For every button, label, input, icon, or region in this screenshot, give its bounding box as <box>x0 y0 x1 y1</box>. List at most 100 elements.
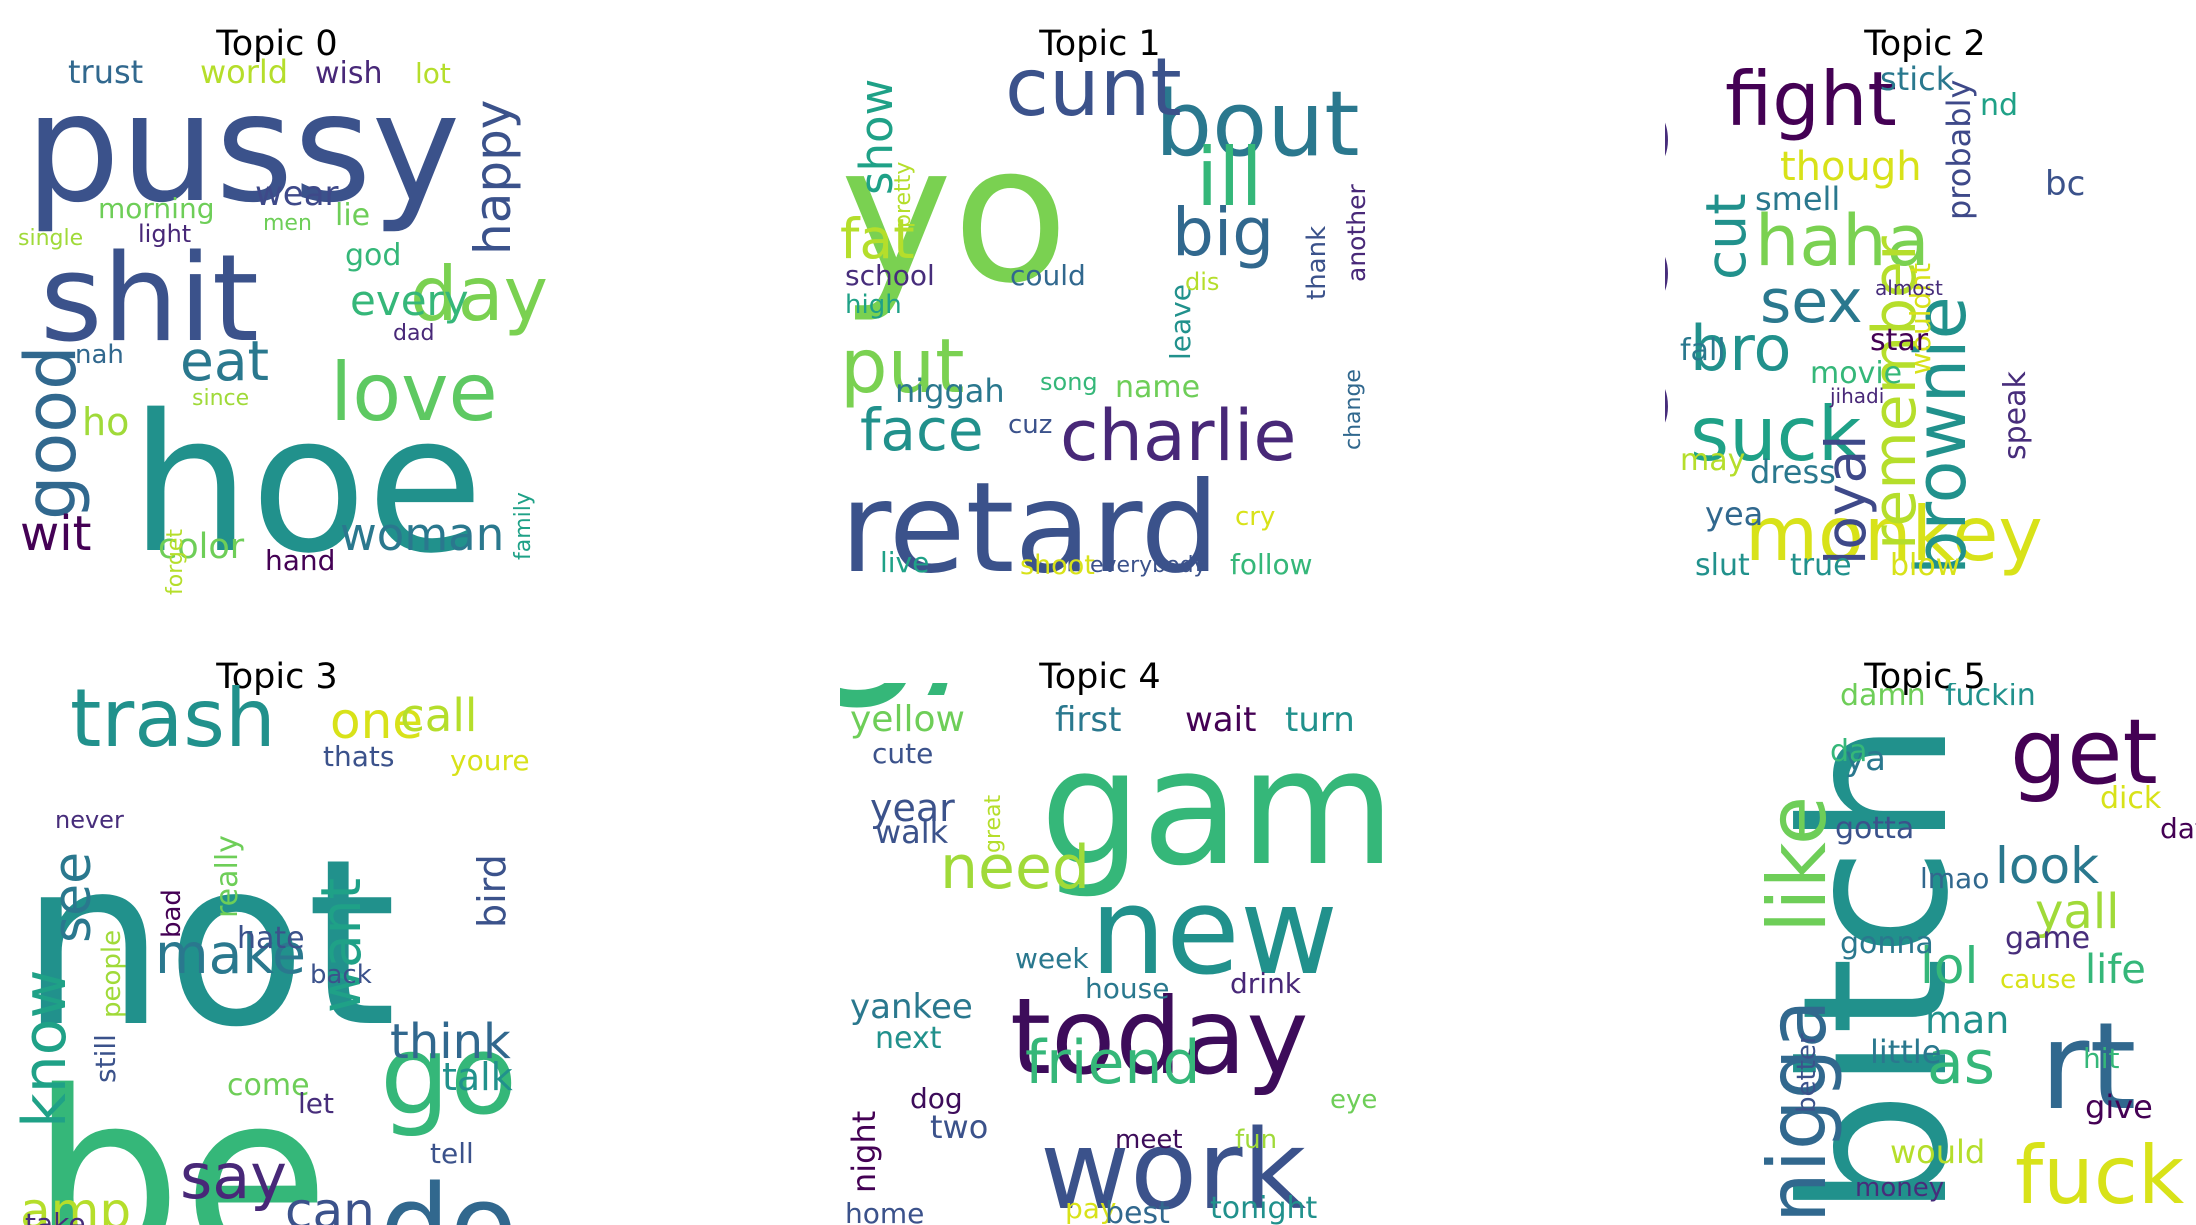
word-men: men <box>263 211 312 236</box>
word-can: can <box>285 1182 375 1225</box>
wordcloud-words: yo playretardboutcuntillputcharliebigface… <box>840 41 1371 601</box>
word-night: night <box>845 1111 883 1193</box>
word-probably: probably <box>1940 80 1978 220</box>
word-god: god <box>345 238 401 273</box>
word-nd: nd <box>1980 88 2018 123</box>
word-school: school <box>845 259 935 292</box>
word-damn: damn <box>1840 678 1926 713</box>
word-leave: leave <box>1164 284 1197 360</box>
word-high: high <box>845 290 902 320</box>
word-cuz: cuz <box>1008 410 1052 440</box>
word-cunt: cunt <box>1005 41 1182 134</box>
word-hand: hand <box>265 544 335 577</box>
word-shoot: shoot <box>1020 550 1095 581</box>
word-name: name <box>1115 370 1200 405</box>
word-people: people <box>97 930 127 1018</box>
word-show: show <box>850 79 903 195</box>
word-best: best <box>1105 1196 1170 1225</box>
word-jihadi: jihadi <box>1829 384 1884 408</box>
word-every: every <box>350 276 469 325</box>
word-world: world <box>200 53 288 91</box>
word-cry: cry <box>1235 502 1275 532</box>
word-eye: eye <box>1330 1085 1377 1115</box>
word-bitch: bitch <box>1760 720 1993 1218</box>
word-wear: wear <box>255 174 339 214</box>
word-happy: happy <box>464 100 522 255</box>
word-dog: dog <box>910 1082 963 1115</box>
word-one: one <box>330 692 423 750</box>
word-ya: ya <box>1845 739 1886 779</box>
word-game: game <box>1040 714 1494 901</box>
word-live: live <box>880 546 929 579</box>
word-good: good <box>10 345 92 520</box>
word-pay: pay <box>1065 1192 1117 1225</box>
word-bro: bro <box>1690 312 1791 385</box>
word-may: may <box>1680 443 1745 478</box>
word-year: year <box>870 786 955 830</box>
word-look: look <box>1995 837 2099 895</box>
word-dress: dress <box>1750 453 1836 491</box>
word-cut: cut <box>1694 193 1758 280</box>
word-think: think <box>390 1014 511 1070</box>
word-wouldnt: wouldnt <box>1904 263 1937 375</box>
word-sex: sex <box>1760 267 1863 337</box>
word-see: see <box>43 852 103 943</box>
word-wish: wish <box>315 56 383 91</box>
word-take: take <box>25 1207 86 1225</box>
word-turn: turn <box>1285 700 1355 740</box>
word-come: come <box>227 1068 310 1103</box>
word-lol: lol <box>1920 937 1978 995</box>
wordcloud-words: dude fight monkey suck haha brownierememberlo… <box>1665 50 2085 583</box>
wordcloud-panel-1: Topic 1yo playretardboutcuntillputcharlie… <box>840 24 1371 601</box>
word-friend: friend <box>1025 1028 1201 1098</box>
word-amp: amp <box>20 1182 131 1225</box>
word-trash: trash <box>70 672 276 765</box>
word-shit: shit <box>40 230 259 369</box>
word-home: home <box>845 1197 924 1225</box>
word-woman: woman <box>340 508 504 561</box>
panel-title: Topic 3 <box>215 657 337 697</box>
word-lot: lot <box>415 57 451 90</box>
word-know: know <box>10 969 80 1128</box>
word-blow: blow <box>1890 548 1960 583</box>
word-lmao: lmao <box>1920 862 1989 895</box>
word-though: though <box>1780 144 1922 190</box>
word-stick: stick <box>1880 60 1955 98</box>
word-monkey: monkey <box>1745 490 2043 578</box>
word-meet: meet <box>1115 1125 1183 1155</box>
word-be: be <box>30 1040 330 1225</box>
word-let: let <box>298 1087 334 1120</box>
word-smell: smell <box>1755 180 1840 218</box>
word-loyal: loyal <box>1814 435 1878 565</box>
word-love: love <box>330 346 498 439</box>
word-yellow: yellow <box>850 699 965 740</box>
word-color: color <box>158 527 245 567</box>
word-big: big <box>1172 194 1274 271</box>
word-remember: remember <box>1860 236 1930 550</box>
word-family: family <box>511 492 536 560</box>
word-cause: cause <box>2000 965 2076 995</box>
word-go: go <box>380 1011 517 1139</box>
word-would: would <box>1890 1133 1985 1171</box>
word-almost: almost <box>1875 276 1943 300</box>
word-call: call <box>400 689 477 742</box>
word-new: new <box>1090 863 1338 1002</box>
word-everybody: everybody <box>1090 553 1207 578</box>
word-niggah: niggah <box>895 372 1005 410</box>
word-bird: bird <box>470 854 514 928</box>
word-ever: ever <box>2188 1069 2196 1123</box>
panel-title: Topic 5 <box>1863 657 1985 697</box>
word-change: change <box>1341 369 1366 450</box>
word-dis: dis <box>1185 268 1219 296</box>
word-better: better <box>1792 1033 1822 1113</box>
word-dat: dat <box>2160 812 2196 845</box>
word-get: get <box>2010 700 2158 805</box>
word-retard: retard <box>840 456 1220 601</box>
word-bout: bout <box>1155 72 1360 177</box>
word-yall: yall <box>2035 884 2120 940</box>
word-yankee: yankee <box>850 987 973 1027</box>
